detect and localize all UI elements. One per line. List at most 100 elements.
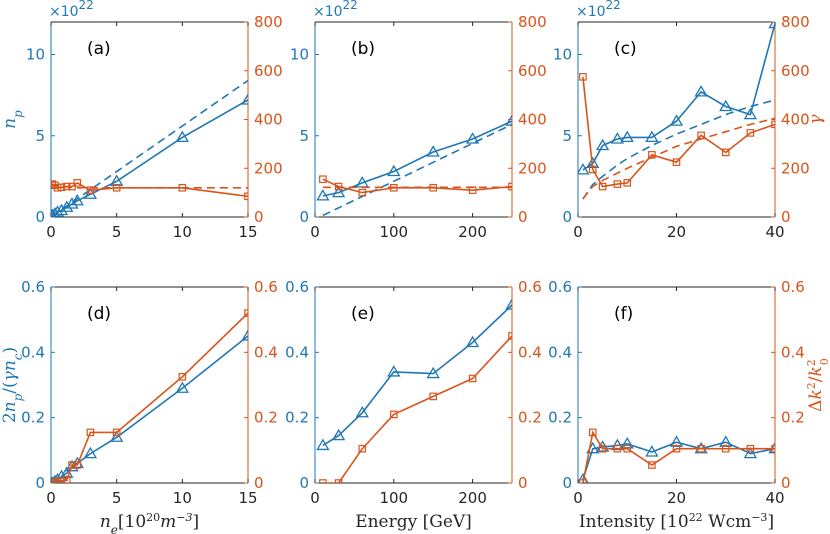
data-point-triangle: [332, 185, 346, 198]
left-tick-label: 0: [35, 474, 45, 492]
data-point-triangle: [620, 437, 634, 449]
data-point-triangle: [719, 99, 733, 112]
x-tick-label: 0: [573, 489, 583, 507]
x-axis-label: Intensity [1022 Wcm−3]: [579, 511, 774, 533]
data-point-square: [334, 479, 343, 483]
data-point-square: [57, 477, 66, 483]
right-tick-label: 600: [781, 62, 810, 80]
right-tick-label: 400: [781, 111, 810, 129]
x-tick-label: 0: [310, 489, 320, 507]
left-tick-label: 0.6: [21, 278, 45, 296]
data-point-square: [86, 428, 95, 437]
x-tick-label: 0: [573, 223, 583, 241]
data-point-triangle: [595, 138, 610, 151]
data-point-triangle: [426, 145, 440, 157]
x-tick-label: 10: [173, 489, 192, 507]
series-line-delta-k-2-k-0-2: [52, 312, 248, 483]
data-point-triangle: [465, 132, 480, 144]
data-point-triangle: [387, 164, 401, 177]
right-tick-label: 600: [518, 62, 547, 80]
data-point-triangle: [355, 405, 369, 418]
left-tick-label: 0.6: [285, 278, 309, 296]
left-y-axis-label: 2np/(γnc): [0, 347, 25, 423]
series-line-gamma-theory: [51, 184, 248, 189]
chart-panel-f: 0 20 4000.20.40.600.20.40.6Δk2/k20Intensit…: [548, 278, 830, 532]
panel-label: (b): [351, 39, 375, 59]
data-point-square: [721, 444, 730, 453]
axis-multiplier: ×1022: [49, 0, 94, 20]
chart-panel-d: 0 5 10 1500.20.40.600.20.40.62np/(γnc)ne[10…: [0, 278, 278, 534]
left-tick-label: 0.2: [285, 409, 309, 427]
plot-area: [578, 22, 775, 200]
x-tick-label: 200: [458, 223, 487, 241]
left-tick-label: 0.4: [21, 343, 45, 361]
left-tick-label: 0.4: [285, 343, 309, 361]
data-point-square: [508, 332, 512, 340]
right-tick-label: 800: [518, 13, 547, 31]
data-point-square: [73, 179, 82, 187]
data-point-triangle: [110, 174, 124, 186]
data-point-square: [672, 444, 681, 453]
left-tick-label: 5: [299, 127, 309, 145]
left-tick-label: 10: [553, 46, 572, 64]
data-point-triangle: [578, 472, 589, 483]
series-line-delta-k-2-k-0-2: [322, 335, 512, 483]
data-point-triangle: [316, 189, 330, 201]
series-line-delta-k-2-k-0-2: [582, 430, 775, 483]
x-tick-label: 5: [112, 223, 122, 241]
series-line-2n-p-gamma-n-c: [582, 441, 775, 480]
panel-label: (a): [87, 39, 111, 59]
right-tick-label: 0.6: [781, 278, 805, 296]
left-tick-label: 0: [562, 208, 572, 226]
axis-multiplier: ×1022: [313, 0, 358, 20]
x-tick-label: 40: [765, 489, 784, 507]
data-point-triangle: [505, 298, 512, 310]
data-point-triangle: [426, 366, 440, 379]
data-point-square: [73, 461, 82, 469]
x-tick-label: 20: [667, 489, 686, 507]
data-point-triangle: [669, 114, 684, 126]
data-point-square: [244, 192, 248, 201]
right-tick-label: 0: [781, 208, 791, 226]
x-tick-label: 15: [238, 489, 257, 507]
data-point-triangle: [578, 163, 590, 175]
left-tick-label: 10: [26, 46, 45, 64]
right-tick-label: 0.6: [518, 278, 542, 296]
right-tick-label: 200: [254, 159, 283, 177]
right-tick-label: 800: [254, 13, 283, 31]
data-point-square: [390, 410, 398, 419]
x-tick-label: 100: [379, 489, 408, 507]
right-tick-label: 200: [518, 159, 547, 177]
right-tick-label: 0.4: [254, 343, 278, 361]
panel-label: (c): [614, 39, 637, 59]
data-point-triangle: [610, 132, 625, 144]
left-tick-label: 5: [35, 127, 45, 145]
data-point-triangle: [669, 435, 684, 447]
right-tick-label: 0.4: [518, 343, 542, 361]
data-point-square: [672, 158, 681, 166]
data-point-square: [588, 165, 597, 174]
data-point-square: [68, 461, 76, 469]
right-tick-label: 600: [254, 62, 283, 80]
data-point-triangle: [110, 430, 124, 442]
data-point-square: [588, 428, 597, 437]
right-tick-label: 0.2: [781, 409, 805, 427]
data-point-triangle: [175, 130, 189, 143]
data-point-triangle: [65, 197, 79, 209]
data-point-square: [746, 444, 755, 453]
right-tick-label: 0: [254, 208, 264, 226]
data-point-triangle: [54, 203, 69, 216]
x-tick-label: 5: [112, 489, 122, 507]
data-point-triangle: [645, 445, 659, 457]
x-tick-label: 0: [310, 223, 320, 241]
left-tick-label: 0.6: [548, 278, 572, 296]
data-point-square: [86, 186, 95, 194]
right-y-axis-label: γ: [806, 114, 826, 125]
data-point-square: [62, 475, 71, 483]
left-tick-label: 0: [299, 208, 309, 226]
data-point-square: [358, 188, 367, 197]
axis-multiplier: ×1022: [576, 0, 621, 20]
series-line-gamma-theory: [582, 117, 775, 200]
